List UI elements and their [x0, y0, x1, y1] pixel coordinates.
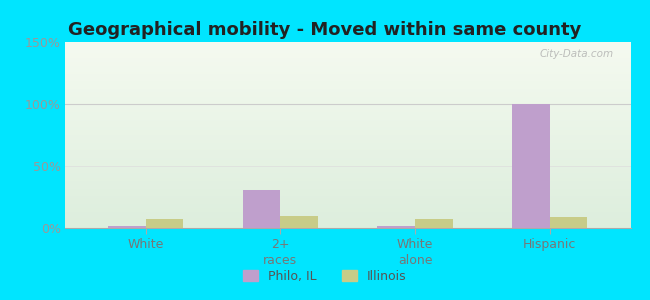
Bar: [512, 104, 550, 228]
Bar: [415, 219, 453, 228]
Bar: [146, 219, 183, 228]
Text: City-Data.com: City-Data.com: [540, 50, 614, 59]
Bar: [550, 217, 588, 228]
Text: Geographical mobility - Moved within same county: Geographical mobility - Moved within sam…: [68, 21, 582, 39]
Bar: [242, 190, 280, 228]
Bar: [378, 226, 415, 228]
Bar: [280, 216, 318, 228]
Bar: [108, 226, 146, 228]
Legend: Philo, IL, Illinois: Philo, IL, Illinois: [239, 265, 411, 288]
